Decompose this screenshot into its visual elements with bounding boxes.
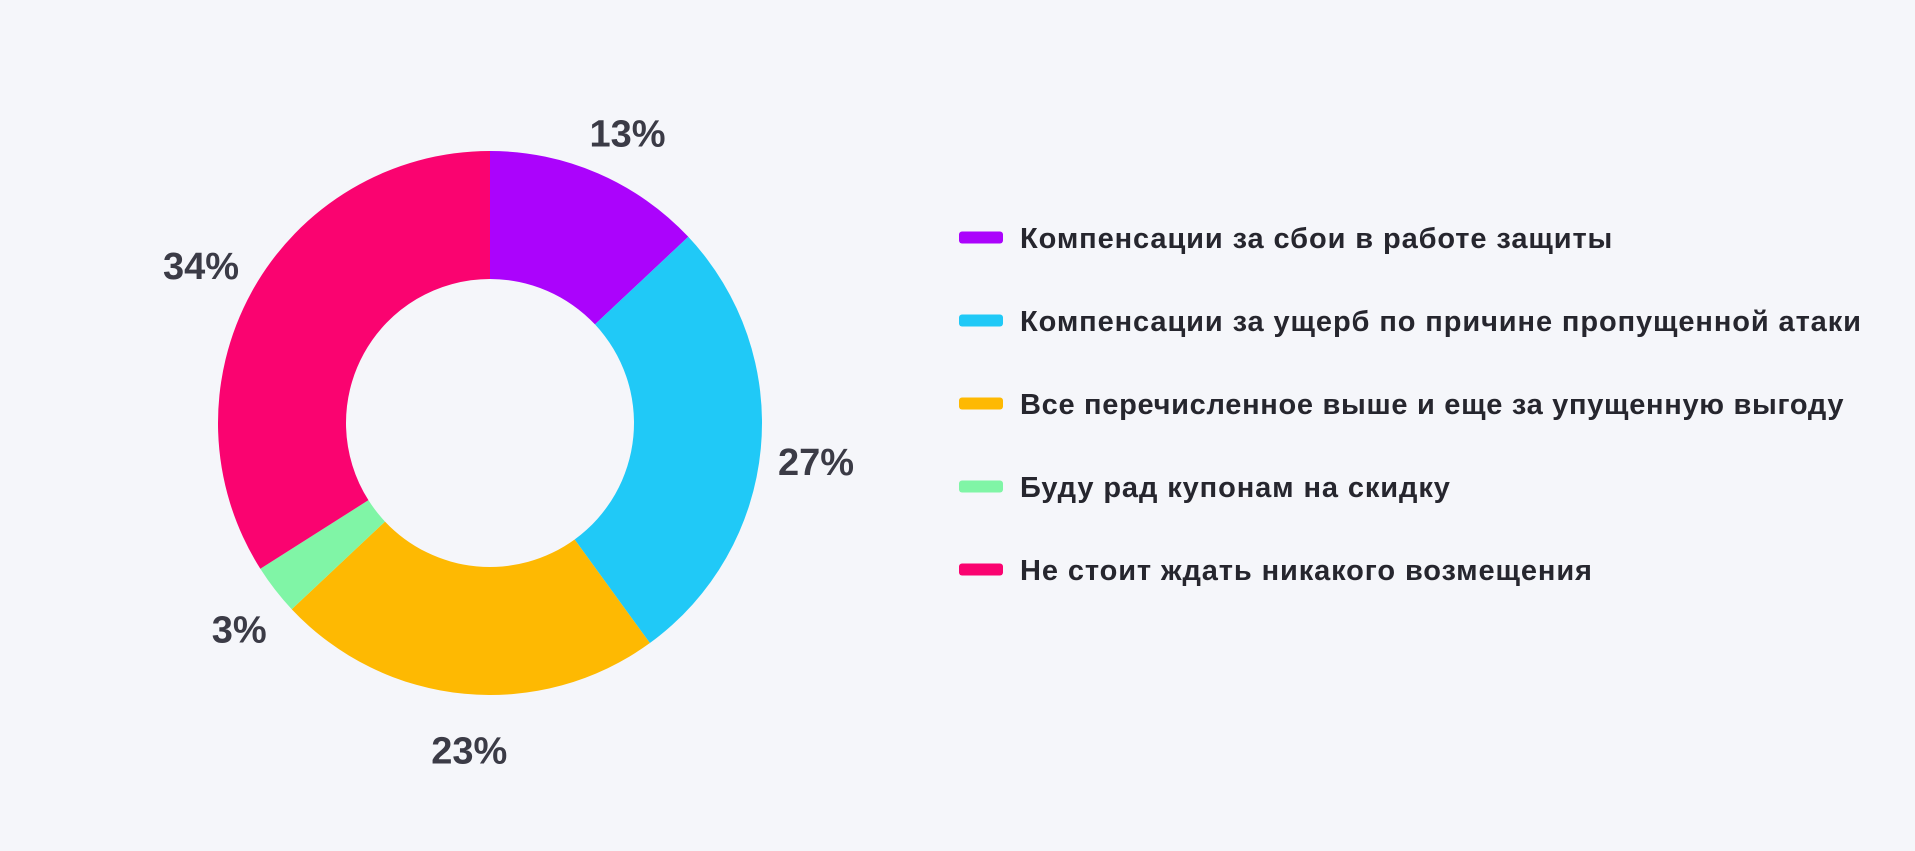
svg-text:13%: 13% [589, 113, 665, 155]
svg-text:Не стоит ждать никакого возмещ: Не стоит ждать никакого возмещения [1020, 555, 1593, 587]
svg-text:23%: 23% [431, 731, 507, 773]
svg-text:Все перечисленное выше и еще з: Все перечисленное выше и еще за упущенну… [1020, 389, 1844, 421]
svg-text:3%: 3% [212, 610, 267, 652]
svg-text:27%: 27% [778, 442, 854, 484]
svg-text:Компенсации за сбои в работе з: Компенсации за сбои в работе защиты [1020, 223, 1613, 255]
svg-text:34%: 34% [163, 246, 239, 288]
svg-text:Буду рад купонам на скидку: Буду рад купонам на скидку [1020, 472, 1451, 504]
svg-text:Компенсации за ущерб по причин: Компенсации за ущерб по причине пропущен… [1020, 306, 1862, 338]
